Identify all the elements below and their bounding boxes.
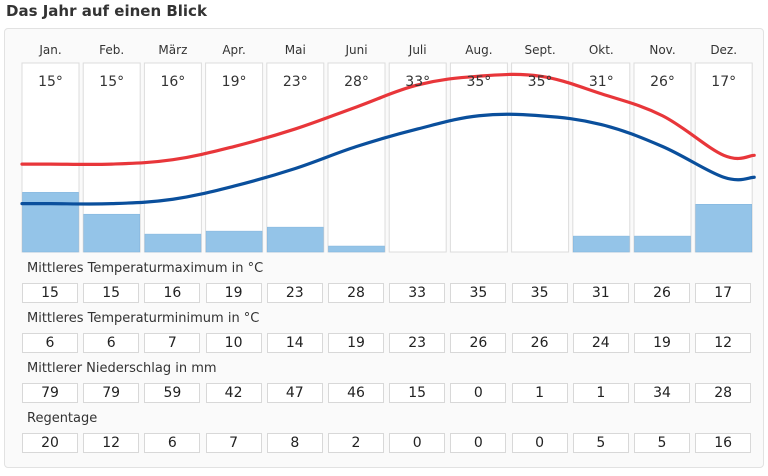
table-cell: 16 (144, 283, 201, 303)
table-cell: 47 (266, 383, 323, 403)
month-column (511, 62, 570, 253)
table-cell: 1 (511, 383, 568, 403)
table-cell: 6 (144, 433, 201, 453)
table-cell: 15 (389, 383, 446, 403)
temperature-label: 26° (650, 74, 675, 90)
month-column (327, 62, 386, 253)
month-label: Jan. (38, 43, 61, 57)
precipitation-bar (205, 230, 263, 253)
table-cell: 12 (83, 433, 140, 453)
table-cell: 0 (450, 433, 507, 453)
table-cell: 8 (266, 433, 323, 453)
month-label: Sept. (525, 43, 556, 57)
table-cell: 0 (389, 433, 446, 453)
month-column (572, 62, 631, 253)
temperature-label: 15° (38, 74, 63, 90)
table-cell: 23 (389, 333, 446, 353)
precipitation-bar (144, 233, 202, 253)
month-label: Juli (408, 43, 427, 57)
month-column (449, 62, 508, 253)
precipitation-bar (328, 245, 385, 253)
month-label: Nov. (649, 43, 675, 57)
table-cell: 79 (83, 383, 140, 403)
temperature-min-line (20, 112, 756, 206)
month-label: März (158, 43, 187, 57)
month-label: Juni (344, 43, 367, 57)
temperature-label: 35° (528, 74, 553, 90)
table-cell: 15 (83, 283, 140, 303)
table-cell: 16 (695, 433, 752, 453)
table-cell: 28 (328, 283, 384, 303)
table-cell: 23 (266, 283, 323, 303)
table-cell: 20 (22, 433, 78, 453)
table-cell: 14 (266, 333, 323, 353)
table-cell: 0 (511, 433, 568, 453)
temperature-label: 28° (344, 74, 369, 90)
table-cell: 26 (511, 333, 568, 353)
table-cell: 5 (634, 433, 690, 453)
table-cell: 26 (634, 283, 690, 303)
precipitation-bar (267, 226, 324, 253)
temperature-label: 17° (711, 74, 736, 90)
table-cell: 0 (450, 383, 507, 403)
temperature-label: 23° (283, 74, 308, 90)
table-cell: 31 (572, 283, 629, 303)
month-column (388, 62, 447, 253)
table-cell: 6 (83, 333, 140, 353)
month-label: Mai (285, 43, 306, 57)
table-cell: 6 (22, 333, 78, 353)
table-cell: 24 (572, 333, 629, 353)
table-row-label: Mittleres Temperaturmaximum in °C (27, 261, 264, 276)
table-cell: 15 (22, 283, 78, 303)
table-cell: 7 (205, 433, 262, 453)
month-label: Feb. (99, 43, 124, 57)
table-cell: 19 (205, 283, 262, 303)
temperature-label: 35° (466, 74, 491, 90)
table-cell: 28 (695, 383, 752, 403)
precipitation-bar (695, 204, 752, 253)
precipitation-bar (83, 213, 140, 253)
precipitation-bar (22, 192, 79, 253)
temperature-label: 16° (160, 74, 185, 90)
month-label: Okt. (589, 43, 614, 57)
table-cell: 2 (328, 433, 384, 453)
month-column (205, 62, 264, 253)
temperature-label: 31° (589, 74, 614, 90)
section-title: Das Jahr auf einen Blick (6, 2, 207, 20)
precipitation-bar (634, 235, 691, 253)
table-cell: 1 (572, 383, 629, 403)
table-cell: 5 (572, 433, 629, 453)
table-cell: 26 (450, 333, 507, 353)
month-column (143, 62, 202, 253)
table-cell: 46 (328, 383, 384, 403)
month-label: Apr. (222, 43, 245, 57)
table-cell: 42 (205, 383, 262, 403)
table-cell: 19 (634, 333, 690, 353)
temperature-label: 33° (405, 74, 430, 90)
table-row-label: Mittleres Temperaturminimum in °C (27, 311, 260, 326)
table-row-label: Mittlerer Niederschlag in mm (27, 361, 217, 376)
temperature-label: 19° (222, 74, 247, 90)
precipitation-bar (573, 235, 630, 253)
table-cell: 35 (511, 283, 568, 303)
table-cell: 12 (695, 333, 752, 353)
table-cell: 7 (144, 333, 201, 353)
temperature-max-line (20, 72, 756, 167)
table-cell: 34 (634, 383, 690, 403)
month-column (266, 62, 325, 253)
month-label: Dez. (710, 43, 737, 57)
table-cell: 59 (144, 383, 201, 403)
table-cell: 35 (450, 283, 507, 303)
temperature-label: 15° (99, 74, 124, 90)
month-label: Aug. (465, 43, 492, 57)
table-cell: 19 (328, 333, 384, 353)
table-cell: 10 (205, 333, 262, 353)
table-row-label: Regentage (27, 411, 98, 426)
table-cell: 17 (695, 283, 752, 303)
table-cell: 33 (389, 283, 446, 303)
table-cell: 79 (22, 383, 78, 403)
